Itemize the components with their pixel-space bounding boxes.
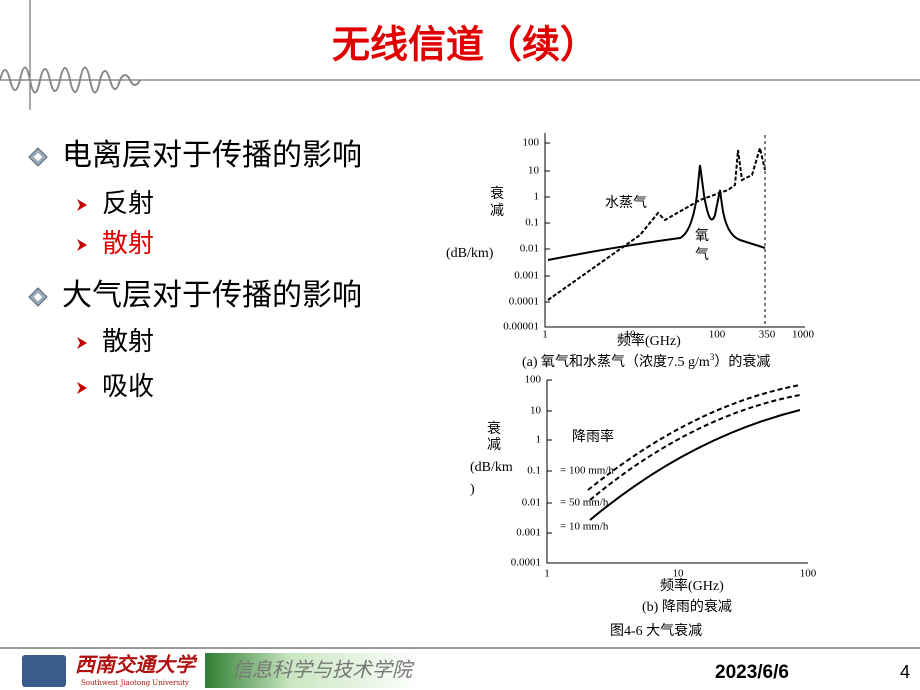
bullet-text: 电离层对于传播的影响 [62,138,362,173]
caption-part: 3 [710,352,715,362]
figure-caption: (a) 氧气和水蒸气（浓度7.5 g/m3）的衰减 [522,352,770,370]
figure-caption: (b) 降雨的衰减 [642,598,732,615]
sub-bullet-arrow [77,239,87,251]
y-tick-label: 0.01 [520,243,539,255]
sub-bullet-arrow [77,382,87,394]
rain-curve [589,409,801,521]
y-unit: ) [470,482,475,497]
x-tick-label: 1 [542,329,548,341]
x-tick-label: 100 [709,329,726,341]
sub-bullet-text: 散射 [102,327,154,357]
college-name: 信息科学与技术学院 [232,658,415,682]
x-tick-label: 10 [625,329,637,341]
page-number: 4 [900,662,910,682]
x-tick-label: 350 [759,329,776,341]
y-unit: (dB/km [470,460,513,475]
sub-bullet-text: 散射 [102,229,154,259]
axis [544,133,805,328]
y-tick-label: 0.1 [527,465,541,477]
y-tick-label: 0.001 [516,527,541,539]
date: 2023/6/6 [715,662,789,683]
y-tick-label: 100 [525,374,542,386]
bullet-diamond-inner [33,292,43,302]
x-tick-label: 100 [800,568,817,580]
y-tick-label: 0.01 [522,497,541,509]
x-label: 频率(GHz) [617,332,681,349]
figure-title: 图4-6 大气衰减 [610,622,702,639]
sub-bullet-text: 反射 [102,189,154,219]
y-tick-label: 0.001 [514,270,539,282]
rain-curve [589,394,801,501]
y-label: 减 [490,203,504,219]
caption-part: (a) 氧气和水蒸气（浓度7.5 g/m [522,354,710,370]
wave-deco [0,66,141,94]
y-tick-label: 0.1 [525,217,539,229]
y-tick-label: 1 [536,434,542,446]
y-tick-label: 10 [530,405,542,417]
rate-label: = 100 mm/h [560,465,614,477]
rate-label: = 50 mm/h [560,497,609,509]
y-tick-label: 10 [528,165,540,177]
oxygen-curve [547,164,766,261]
curve-label: 水蒸气 [605,195,647,211]
y-label: 衰 [487,420,501,437]
y-tick-label: 0.0001 [511,557,541,569]
school-en: Southwest Jiaotong University [81,679,189,687]
y-unit: (dB/km) [446,246,494,261]
slide-title: 无线信道（续） [332,22,598,67]
rate-label: = 10 mm/h [560,521,609,533]
x-label: 频率(GHz) [660,577,724,594]
sub-bullet-arrow [77,337,87,349]
bullet-diamond-inner [33,152,43,162]
rain-curve [587,384,801,491]
y-tick-label: 100 [523,137,540,149]
vapor-curve [547,144,766,301]
y-tick-label: 0.0001 [509,296,539,308]
y-label: 衰 [490,185,504,202]
school-logo [22,655,66,687]
legend-title: 降雨率 [572,428,614,445]
y-label: 减 [487,437,501,453]
caption-part: ）的衰减 [714,353,770,370]
x-tick-label: 10 [673,568,685,580]
school-name: 西南交通大学 [75,653,198,677]
y-tick-label: 1 [534,191,540,203]
x-tick-label: 1 [544,568,550,580]
curve-label: 氧 [695,228,709,244]
sub-bullet-arrow [77,199,87,211]
bullet-text: 大气层对于传播的影响 [62,278,362,313]
college-banner [205,653,420,688]
x-tick-label: 1000 [792,329,815,341]
sub-bullet-text: 吸收 [102,372,154,402]
curve-label: 气 [695,247,709,263]
y-tick-label: 0.00001 [503,321,539,333]
